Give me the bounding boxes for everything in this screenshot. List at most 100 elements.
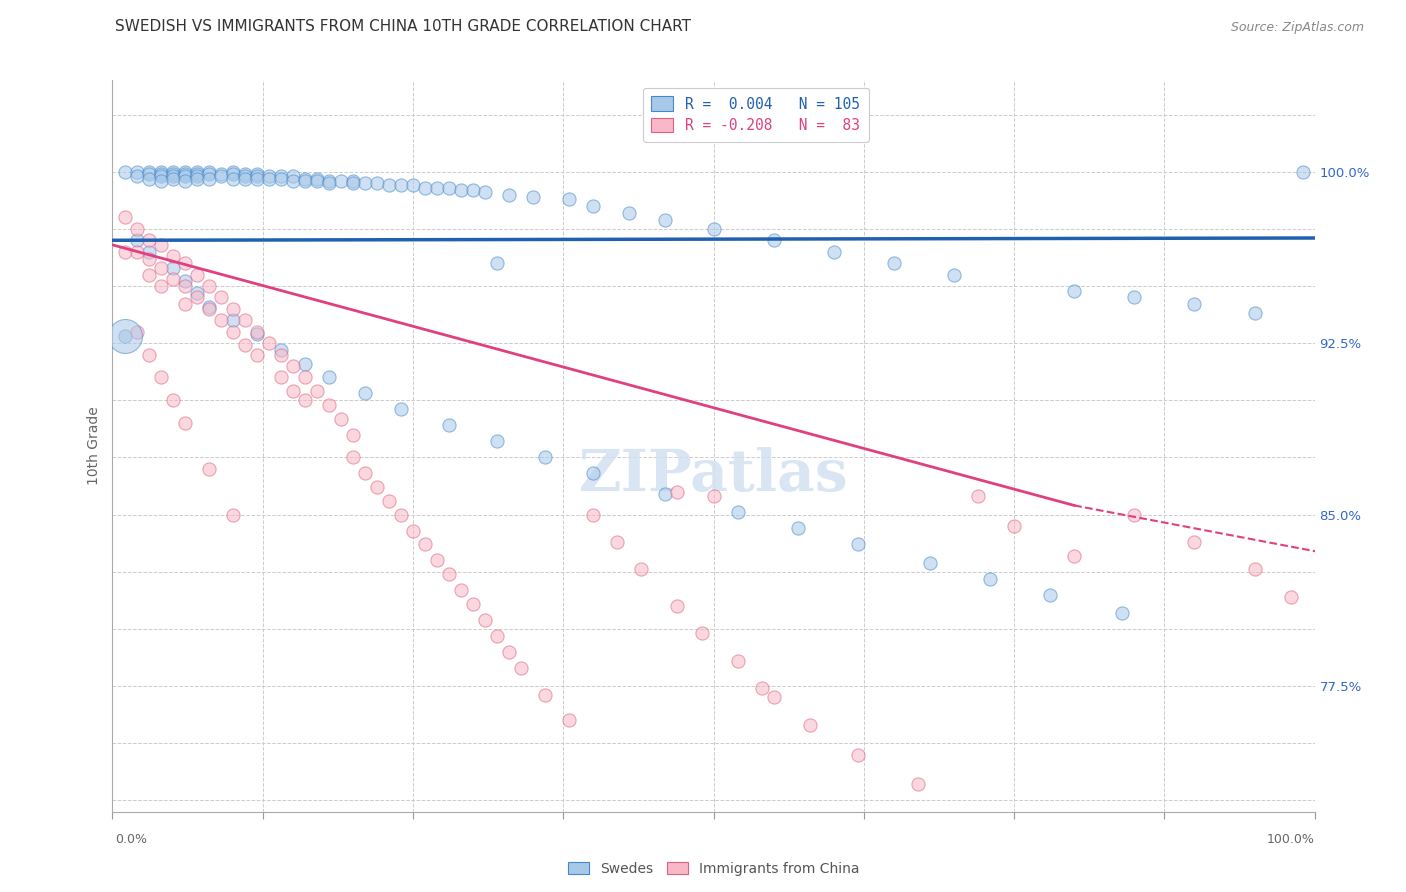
Point [486, 256, 509, 270]
Point [967, 489, 990, 503]
Point [690, 626, 713, 640]
Point [294, 174, 316, 188]
Point [305, 171, 328, 186]
Point [402, 178, 425, 193]
Point [389, 178, 412, 193]
Point [197, 164, 219, 178]
Point [246, 169, 269, 184]
Point [233, 338, 256, 352]
Point [354, 386, 377, 401]
Point [270, 169, 292, 184]
Point [149, 238, 172, 252]
Text: SWEDISH VS IMMIGRANTS FROM CHINA 10TH GRADE CORRELATION CHART: SWEDISH VS IMMIGRANTS FROM CHINA 10TH GR… [115, 20, 692, 34]
Point [125, 325, 148, 339]
Point [1279, 590, 1302, 604]
Point [209, 167, 232, 181]
Point [125, 169, 148, 184]
Point [942, 268, 965, 282]
Point [654, 212, 676, 227]
Point [329, 411, 352, 425]
Point [257, 169, 280, 184]
Point [582, 467, 605, 481]
Point [162, 164, 184, 178]
Point [1184, 535, 1206, 549]
Point [138, 268, 160, 282]
Point [1063, 284, 1085, 298]
Point [450, 582, 472, 597]
Point [329, 174, 352, 188]
Point [270, 370, 292, 384]
Point [666, 484, 689, 499]
Point [294, 393, 316, 408]
Point [1111, 606, 1133, 620]
Point [558, 192, 581, 206]
Point [125, 244, 148, 259]
Point [246, 326, 269, 341]
Point [630, 562, 652, 576]
Point [366, 176, 388, 190]
Point [426, 180, 449, 194]
Point [437, 418, 460, 433]
Point [486, 629, 509, 643]
Point [498, 187, 520, 202]
Point [149, 260, 172, 275]
Point [1123, 508, 1146, 522]
Point [233, 167, 256, 181]
Point [197, 279, 219, 293]
Point [366, 480, 388, 494]
Point [149, 164, 172, 178]
Point [762, 690, 785, 705]
Point [173, 174, 195, 188]
Point [209, 169, 232, 184]
Point [209, 313, 232, 327]
Point [1123, 290, 1146, 304]
Point [1039, 588, 1062, 602]
Point [1291, 164, 1313, 178]
Point [173, 297, 195, 311]
Point [846, 537, 869, 551]
Text: 100.0%: 100.0% [1267, 833, 1315, 846]
Point [162, 167, 184, 181]
Point [197, 167, 219, 181]
Point [534, 688, 557, 702]
Point [606, 535, 628, 549]
Point [294, 171, 316, 186]
Point [619, 206, 641, 220]
Point [114, 244, 136, 259]
Point [270, 343, 292, 357]
Point [257, 171, 280, 186]
Point [281, 169, 304, 184]
Point [318, 176, 340, 190]
Point [186, 268, 208, 282]
Point [197, 301, 219, 316]
Point [222, 508, 245, 522]
Point [173, 164, 195, 178]
Point [318, 398, 340, 412]
Point [318, 370, 340, 384]
Point [222, 171, 245, 186]
Point [294, 357, 316, 371]
Point [257, 336, 280, 351]
Point [486, 434, 509, 449]
Point [222, 301, 245, 316]
Text: 0.0%: 0.0% [115, 833, 148, 846]
Point [222, 164, 245, 178]
Point [233, 169, 256, 184]
Point [233, 313, 256, 327]
Point [907, 777, 929, 791]
Point [209, 290, 232, 304]
Point [138, 164, 160, 178]
Point [246, 167, 269, 181]
Point [162, 260, 184, 275]
Point [125, 233, 148, 247]
Point [1243, 306, 1265, 320]
Point [222, 167, 245, 181]
Point [149, 169, 172, 184]
Point [149, 279, 172, 293]
Point [138, 167, 160, 181]
Point [654, 487, 676, 501]
Point [1184, 297, 1206, 311]
Point [197, 171, 219, 186]
Point [125, 222, 148, 236]
Point [474, 186, 496, 200]
